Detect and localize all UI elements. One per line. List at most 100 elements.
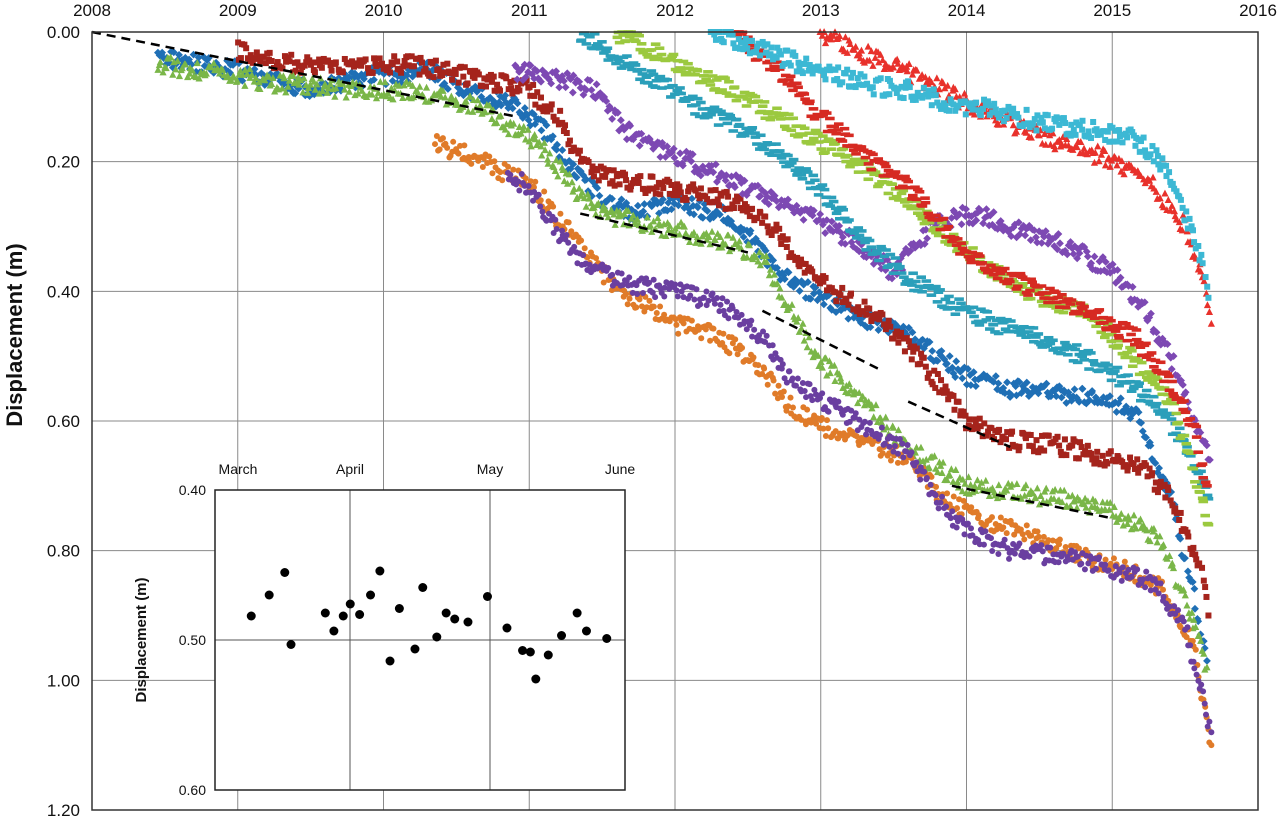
data-point: [690, 181, 697, 188]
data-point: [417, 54, 424, 61]
data-point: [600, 279, 607, 286]
data-point: [702, 326, 709, 333]
data-point: [965, 422, 972, 429]
data-point: [1023, 387, 1032, 396]
data-point: [638, 275, 645, 282]
data-point: [1191, 239, 1198, 246]
data-point: [672, 281, 679, 288]
data-point: [803, 343, 811, 351]
data-point: [717, 112, 728, 117]
data-point: [1122, 338, 1133, 343]
data-point: [1049, 303, 1060, 307]
data-point: [754, 181, 762, 190]
data-point: [544, 155, 552, 163]
data-point: [907, 283, 917, 287]
data-point: [908, 271, 918, 276]
data-point: [1183, 634, 1190, 641]
data-point: [544, 159, 552, 167]
data-point: [282, 88, 290, 96]
data-point: [1155, 360, 1166, 365]
data-point: [621, 124, 630, 132]
data-point: [1149, 470, 1156, 477]
data-point: [636, 42, 647, 46]
data-point: [595, 177, 602, 184]
data-point: [193, 59, 201, 67]
data-point: [497, 101, 506, 110]
data-point: [1039, 339, 1050, 343]
data-point: [914, 190, 925, 194]
data-point: [853, 147, 864, 151]
data-point: [278, 84, 286, 92]
data-point: [1168, 391, 1178, 396]
data-point: [951, 305, 962, 310]
inset-y-tick-label: 0.40: [179, 482, 206, 498]
data-point: [899, 275, 909, 279]
data-point: [1111, 278, 1120, 287]
data-point: [1073, 143, 1081, 150]
data-point: [768, 44, 775, 51]
data-point: [538, 66, 547, 75]
data-point: [1176, 193, 1183, 200]
data-point: [752, 142, 762, 146]
data-point: [818, 31, 826, 39]
data-point: [523, 77, 530, 84]
data-point: [560, 177, 568, 185]
data-point: [288, 51, 295, 58]
data-point: [690, 72, 700, 77]
data-point: [301, 62, 308, 69]
data-point: [1087, 259, 1095, 268]
data-point: [1132, 524, 1140, 532]
data-point: [237, 55, 244, 62]
data-point: [586, 76, 594, 85]
data-point: [294, 59, 301, 66]
data-point: [1015, 447, 1022, 454]
data-point: [1053, 114, 1060, 121]
data-point: [1119, 564, 1126, 571]
data-point: [376, 55, 383, 62]
data-point: [1193, 556, 1200, 563]
data-point: [942, 307, 953, 311]
data-point: [1036, 119, 1043, 126]
data-point: [695, 192, 702, 199]
data-point: [1136, 398, 1146, 403]
data-point: [1166, 417, 1177, 421]
data-point: [1033, 238, 1041, 247]
data-point: [1096, 330, 1107, 335]
data-point: [874, 258, 884, 263]
data-point: [1028, 532, 1035, 539]
data-point: [404, 53, 411, 60]
data-point: [1041, 447, 1048, 454]
data-point: [1031, 448, 1038, 455]
data-point: [764, 381, 771, 388]
data-point: [626, 274, 633, 281]
data-point: [661, 293, 668, 300]
data-point: [888, 271, 899, 275]
data-point: [1101, 147, 1109, 155]
data-point: [786, 368, 793, 375]
data-point: [379, 60, 386, 67]
data-point: [1025, 286, 1036, 291]
data-point: [933, 356, 942, 365]
data-point: [1119, 458, 1126, 465]
data-point: [713, 123, 724, 127]
data-point: [814, 351, 822, 359]
data-point: [791, 124, 802, 128]
data-point: [1084, 442, 1091, 449]
data-point: [861, 248, 872, 252]
data-point: [1163, 392, 1174, 397]
data-point: [617, 195, 626, 204]
data-point: [1114, 383, 1124, 388]
data-point: [1145, 176, 1154, 184]
data-point: [593, 184, 602, 192]
data-point: [324, 84, 333, 92]
data-point: [750, 135, 761, 139]
data-point: [844, 432, 851, 439]
data-point: [1056, 239, 1064, 248]
data-point: [584, 190, 592, 198]
data-point: [557, 107, 564, 114]
data-point: [951, 243, 962, 247]
data-point: [818, 134, 828, 138]
data-point: [331, 92, 339, 100]
data-point: [1167, 379, 1177, 384]
data-point: [951, 373, 960, 381]
